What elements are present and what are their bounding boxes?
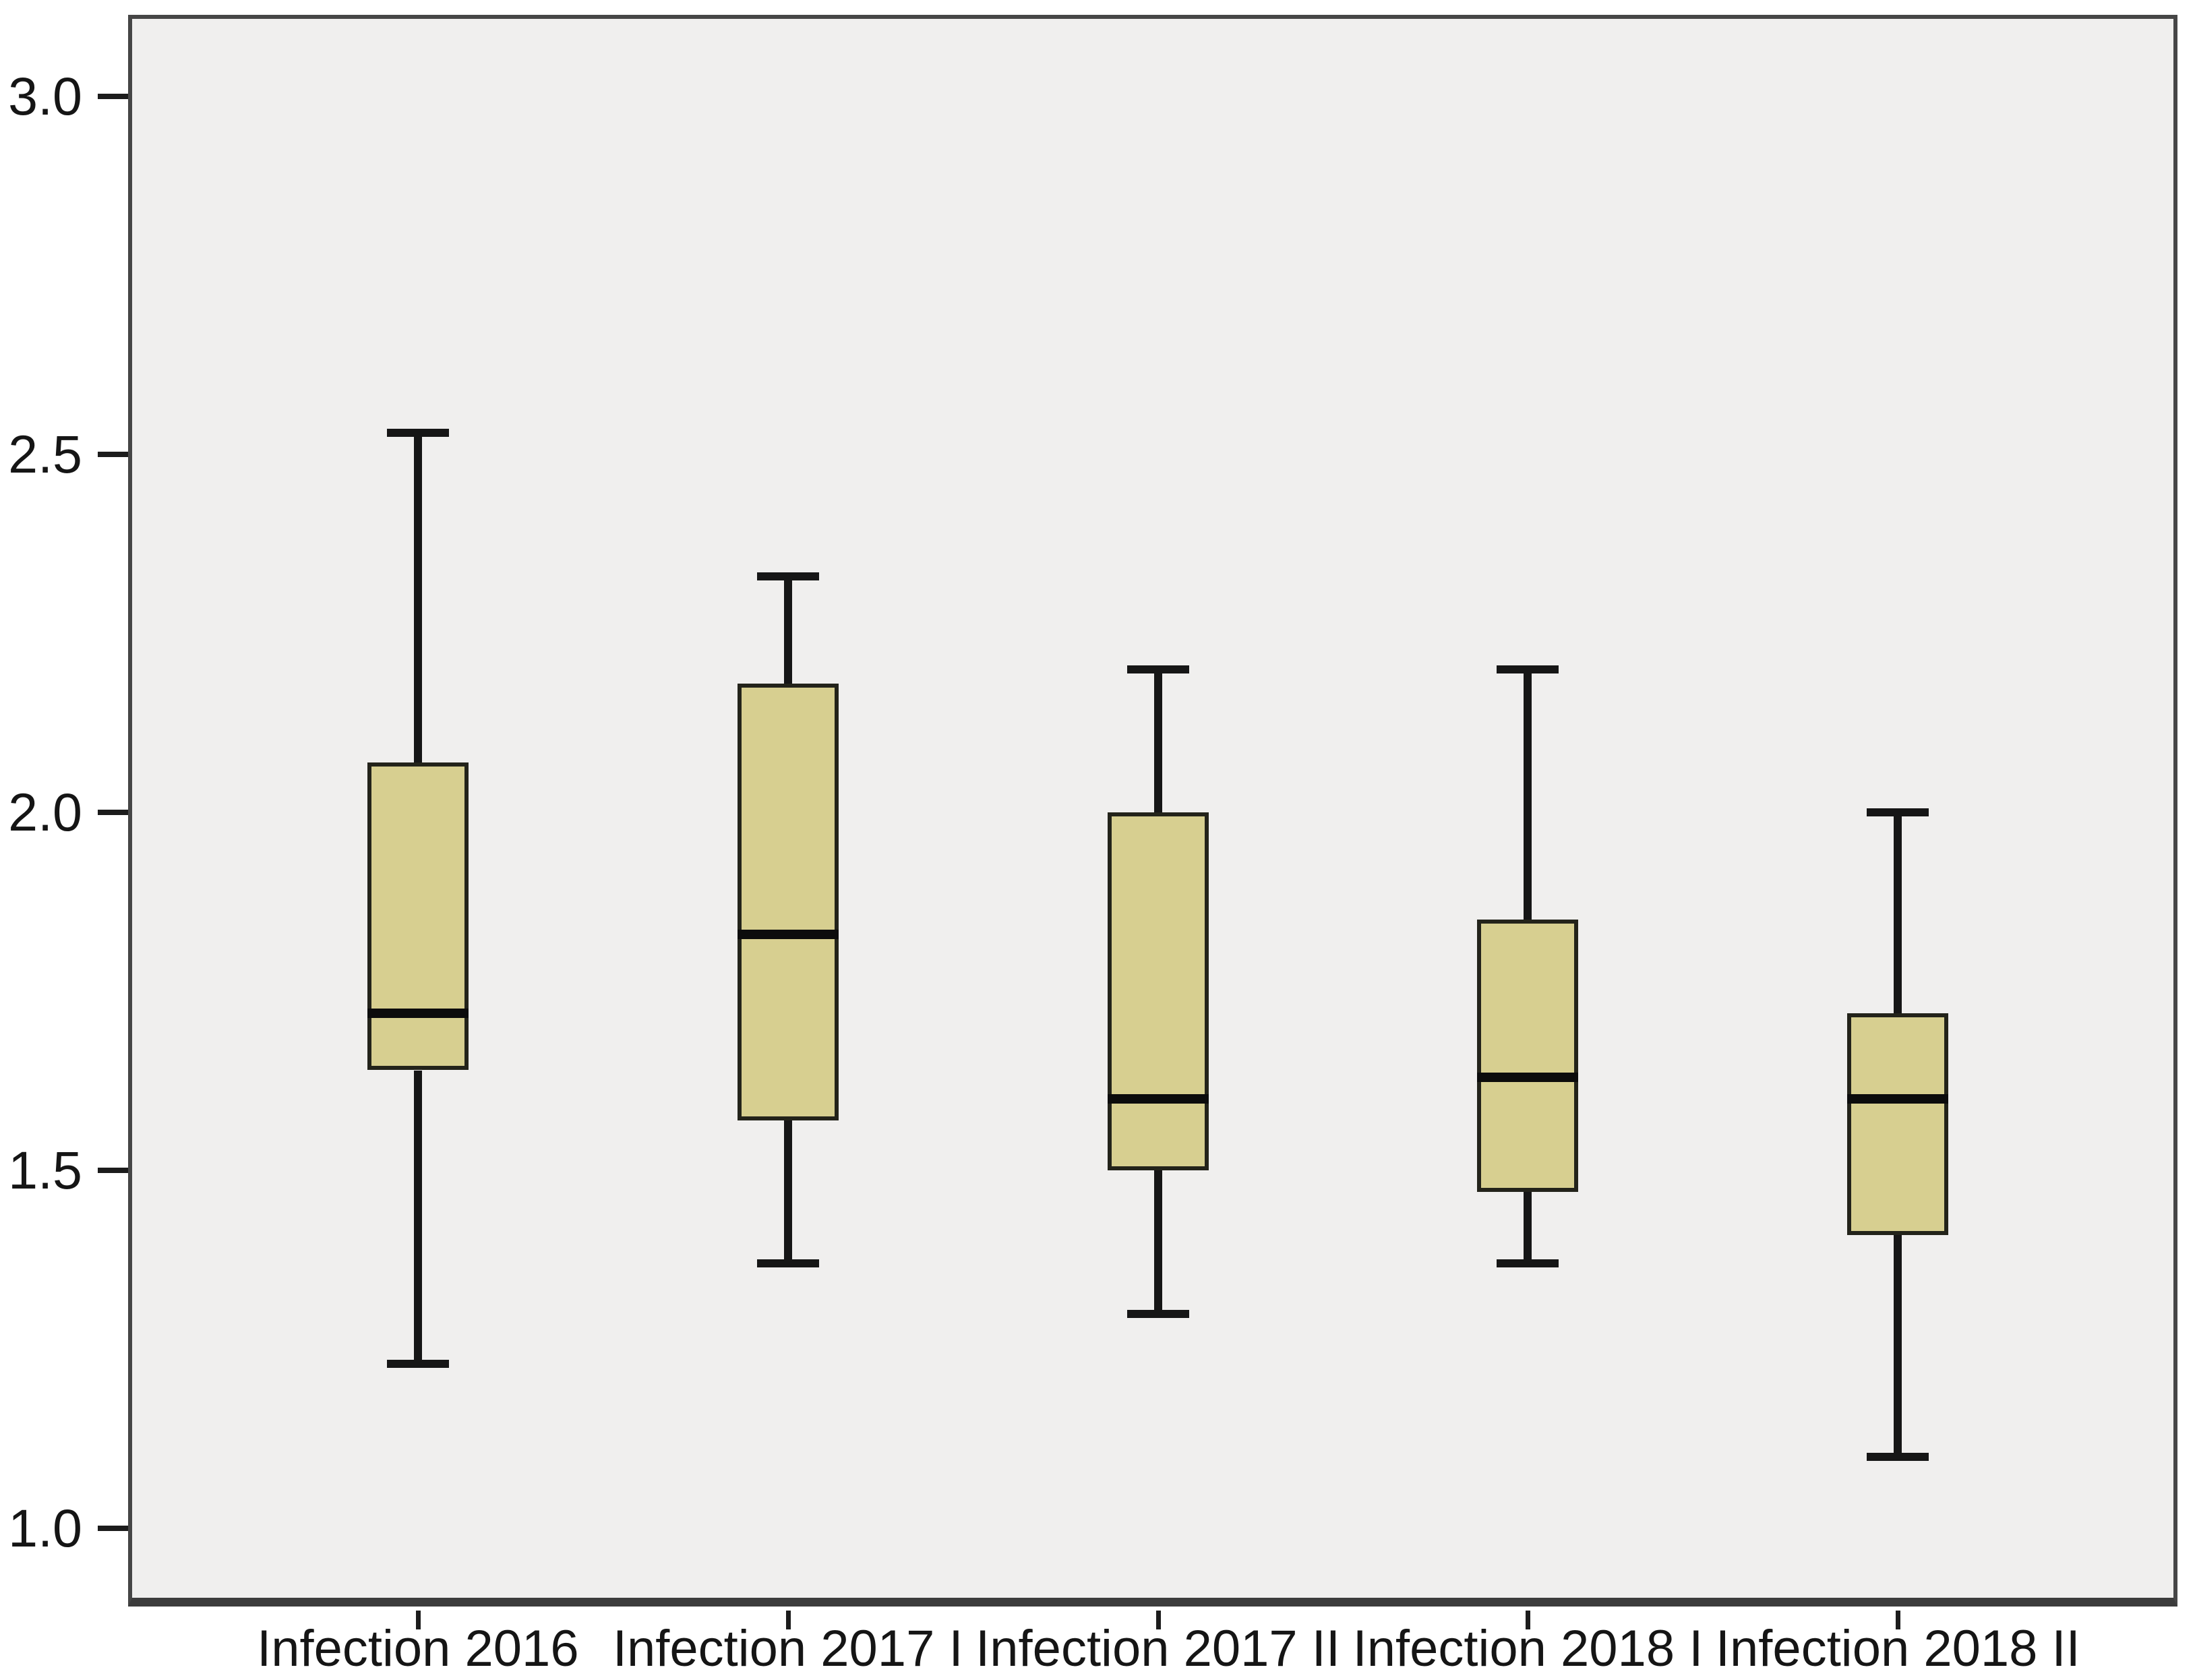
upper-whisker-line: [783, 576, 792, 684]
upper-whisker-cap: [1867, 808, 1929, 817]
median-line: [737, 929, 839, 939]
x-axis-category-label: Infection 2017 II: [975, 1620, 1341, 1677]
plot-area: [128, 15, 2177, 1607]
y-axis-tick-label: 3.0: [8, 66, 82, 127]
upper-whisker-line: [413, 433, 422, 762]
iqr-box: [1847, 1013, 1949, 1235]
lower-whisker-cap: [756, 1259, 819, 1268]
x-axis-tick: [785, 1611, 791, 1629]
y-axis-tick: [98, 810, 128, 816]
lower-whisker-cap: [1126, 1309, 1189, 1318]
lower-whisker-line: [1524, 1192, 1532, 1264]
lower-whisker-line: [1894, 1234, 1902, 1458]
iqr-box: [1477, 920, 1579, 1193]
y-axis-tick-label: 1.5: [8, 1140, 82, 1201]
upper-whisker-line: [1894, 812, 1902, 1013]
lower-whisker-cap: [1497, 1259, 1559, 1268]
x-axis-category-label: Infection 2016: [257, 1620, 579, 1677]
x-axis-tick: [1896, 1611, 1901, 1629]
lower-whisker-line: [413, 1070, 422, 1364]
upper-whisker-line: [1524, 669, 1532, 920]
y-axis-tick: [98, 1168, 128, 1174]
median-line: [1847, 1093, 1949, 1104]
median-line: [367, 1008, 469, 1018]
median-line: [1107, 1093, 1209, 1104]
lower-whisker-line: [1153, 1170, 1162, 1314]
lower-whisker-cap: [386, 1359, 449, 1368]
y-axis-tick-label: 2.0: [8, 782, 82, 843]
y-axis-tick-label: 1.0: [8, 1498, 82, 1559]
iqr-box: [1107, 812, 1209, 1171]
x-axis-category-label: Infection 2018 I: [1352, 1620, 1704, 1677]
y-axis-tick: [98, 1526, 128, 1532]
y-axis-tick: [98, 94, 128, 100]
upper-whisker-cap: [756, 572, 819, 580]
upper-whisker-line: [1153, 669, 1162, 813]
x-axis-tick: [415, 1611, 421, 1629]
median-line: [1477, 1073, 1579, 1083]
iqr-box: [367, 762, 469, 1071]
upper-whisker-cap: [1497, 665, 1559, 673]
lower-whisker-cap: [1867, 1453, 1929, 1462]
x-axis-category-label: Infection 2017 I: [612, 1620, 963, 1677]
iqr-box: [737, 683, 839, 1120]
x-axis-category-label: Infection 2018 II: [1715, 1620, 2080, 1677]
x-axis-tick: [1526, 1611, 1531, 1629]
y-axis-tick-label: 2.5: [8, 424, 82, 485]
upper-whisker-cap: [1126, 665, 1189, 673]
x-axis-tick: [1155, 1611, 1161, 1629]
upper-whisker-cap: [386, 429, 449, 438]
lower-whisker-line: [783, 1120, 792, 1264]
y-axis-tick: [98, 452, 128, 458]
